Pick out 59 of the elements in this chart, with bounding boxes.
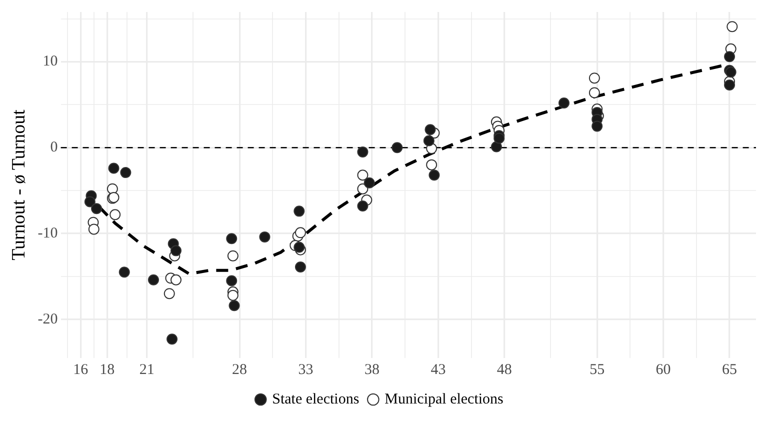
- point: [494, 132, 505, 144]
- point: [108, 162, 120, 174]
- point: [294, 242, 305, 253]
- y-tick-label: 0: [50, 140, 58, 156]
- point: [120, 167, 132, 178]
- point: [227, 290, 238, 301]
- x-tick-label: 48: [496, 362, 512, 378]
- point: [423, 135, 434, 146]
- x-tick-label: 38: [364, 362, 380, 378]
- x-tick-label: 43: [430, 362, 446, 378]
- point: [490, 141, 502, 152]
- point: [226, 233, 238, 244]
- point: [227, 250, 238, 262]
- point: [91, 203, 102, 214]
- point: [170, 245, 182, 256]
- point: [588, 72, 600, 84]
- point: [724, 51, 736, 62]
- point: [110, 209, 121, 220]
- point: [226, 275, 238, 286]
- point: [357, 170, 368, 181]
- point: [357, 200, 368, 212]
- point: [726, 21, 738, 32]
- x-tick-label: 60: [656, 362, 671, 378]
- point: [724, 79, 736, 90]
- point: [166, 334, 178, 345]
- point: [170, 274, 182, 286]
- legend-label: State elections: [272, 391, 360, 408]
- point: [148, 274, 159, 286]
- point: [428, 170, 440, 181]
- point: [88, 224, 100, 235]
- point: [364, 177, 375, 188]
- x-tick-label: 28: [232, 362, 248, 378]
- point: [259, 231, 270, 242]
- point: [424, 124, 436, 136]
- point: [357, 146, 368, 158]
- x-tick-label: 33: [298, 362, 314, 378]
- legend-label: Municipal elections: [384, 391, 504, 408]
- point: [118, 266, 130, 278]
- x-tick-label: 65: [722, 362, 738, 378]
- y-tick-label: -10: [38, 225, 58, 242]
- point: [588, 87, 600, 98]
- y-axis-title: Turnout - ø Turnout: [8, 108, 30, 260]
- point: [592, 120, 603, 132]
- point: [164, 288, 175, 300]
- point: [294, 261, 306, 272]
- x-tick-label: 55: [590, 362, 605, 378]
- point: [84, 196, 96, 208]
- point: [392, 142, 403, 154]
- point: [357, 183, 368, 194]
- point: [426, 159, 438, 170]
- y-tick-label: 10: [42, 54, 58, 70]
- y-tick-label: -20: [38, 311, 58, 328]
- point: [228, 300, 240, 312]
- x-tick-label: 21: [139, 362, 154, 378]
- x-tick-label: 18: [100, 362, 115, 378]
- point: [558, 98, 570, 109]
- x-tick-label: 16: [73, 362, 89, 378]
- point: [294, 206, 305, 217]
- point: [294, 227, 306, 238]
